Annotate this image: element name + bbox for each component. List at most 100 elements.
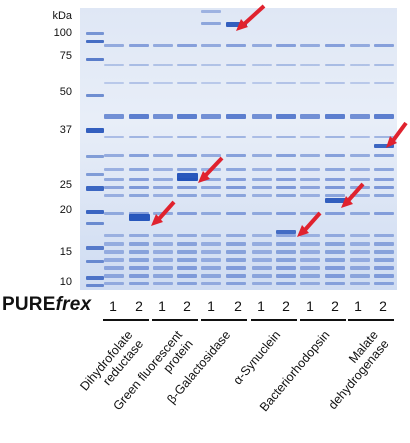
gel-band (153, 82, 173, 84)
gel-band (276, 194, 296, 197)
gel-band (325, 168, 345, 171)
gel-band (153, 114, 173, 119)
gel-band (374, 282, 394, 285)
gel-band (276, 64, 296, 66)
gel-band (374, 82, 394, 84)
gel-band (325, 250, 345, 254)
gel-band (226, 154, 246, 157)
gel-band (350, 178, 370, 181)
gel-image (80, 8, 397, 290)
gel-band (86, 173, 104, 176)
gel-band (252, 212, 272, 215)
gel-band (325, 242, 345, 246)
gel-band (153, 250, 173, 254)
gel-band (325, 282, 345, 285)
protein-label-line: α-Synuclein (230, 328, 284, 388)
lane-number: 1 (257, 298, 265, 314)
gel-band (129, 44, 149, 47)
gel-band (226, 258, 246, 262)
gel-band (153, 274, 173, 278)
gel-band (201, 82, 221, 84)
gel-band (129, 274, 149, 278)
gel-band (153, 282, 173, 285)
kda-unit-label: kDa (52, 10, 72, 22)
gel-band (276, 168, 296, 171)
arrow-icon (151, 200, 176, 226)
gel-band (86, 128, 104, 133)
gel-band (153, 136, 173, 138)
gel-band (86, 40, 104, 43)
gel-band (300, 178, 320, 181)
gel-band (350, 82, 370, 84)
gel-band (104, 82, 124, 84)
gel-band (252, 44, 272, 47)
gel-band (201, 44, 221, 47)
gel-band (226, 82, 246, 84)
gel-band (374, 44, 394, 47)
gel-band (226, 64, 246, 66)
gel-band (226, 194, 246, 197)
gel-band (153, 234, 173, 237)
gel-band (104, 114, 124, 119)
gel-band (325, 82, 345, 84)
gel-band (325, 234, 345, 237)
gel-band (129, 214, 150, 221)
gel-band (350, 64, 370, 66)
gel-band (226, 186, 246, 189)
gel-band (177, 282, 197, 285)
gel-band (325, 178, 345, 181)
gel-band (374, 186, 394, 189)
gel-band (350, 250, 370, 254)
marker-label-37: 37 (59, 124, 72, 136)
gel-band (350, 136, 370, 138)
gel-band (226, 274, 246, 278)
marker-label-100: 100 (53, 27, 72, 39)
gel-band (276, 154, 296, 157)
gel-band (350, 242, 370, 246)
gel-band (104, 266, 124, 270)
gel-band (86, 155, 104, 158)
lane-bracket (348, 319, 394, 321)
gel-band (350, 234, 370, 237)
gel-band (201, 194, 221, 197)
gel-band (201, 234, 221, 237)
marker-label-25: 25 (59, 179, 72, 191)
gel-band (226, 136, 246, 138)
gel-band (201, 212, 221, 215)
gel-band (104, 194, 124, 197)
marker-label-20: 20 (59, 204, 72, 216)
gel-band (325, 198, 346, 203)
gel-band (325, 258, 345, 262)
gel-band (201, 136, 221, 138)
gel-band (201, 282, 221, 285)
lane-number: 2 (135, 298, 143, 314)
gel-band (252, 82, 272, 84)
gel-band (201, 22, 221, 25)
gel-band (252, 64, 272, 66)
gel-band (177, 274, 197, 278)
gel-band (276, 274, 296, 278)
gel-band (177, 154, 197, 157)
gel-band (104, 258, 124, 262)
gel-band (177, 258, 197, 262)
gel-band (201, 250, 221, 254)
arrow-icon (341, 182, 365, 208)
gel-band (226, 250, 246, 254)
gel-band (300, 154, 320, 157)
gel-band (104, 154, 124, 157)
gel-band (276, 266, 296, 270)
gel-band (276, 136, 296, 138)
gel-band (374, 250, 394, 254)
gel-band (300, 114, 320, 119)
gel-band (129, 282, 149, 285)
gel-band (129, 154, 149, 157)
gel-band (104, 44, 124, 47)
gel-band (350, 282, 370, 285)
gel-band (177, 64, 197, 66)
gel-band (300, 64, 320, 66)
gel-band (325, 186, 345, 189)
gel-band (177, 242, 197, 246)
lane-number: 1 (207, 298, 215, 314)
gel-band (177, 168, 197, 171)
gel-band (153, 168, 173, 171)
